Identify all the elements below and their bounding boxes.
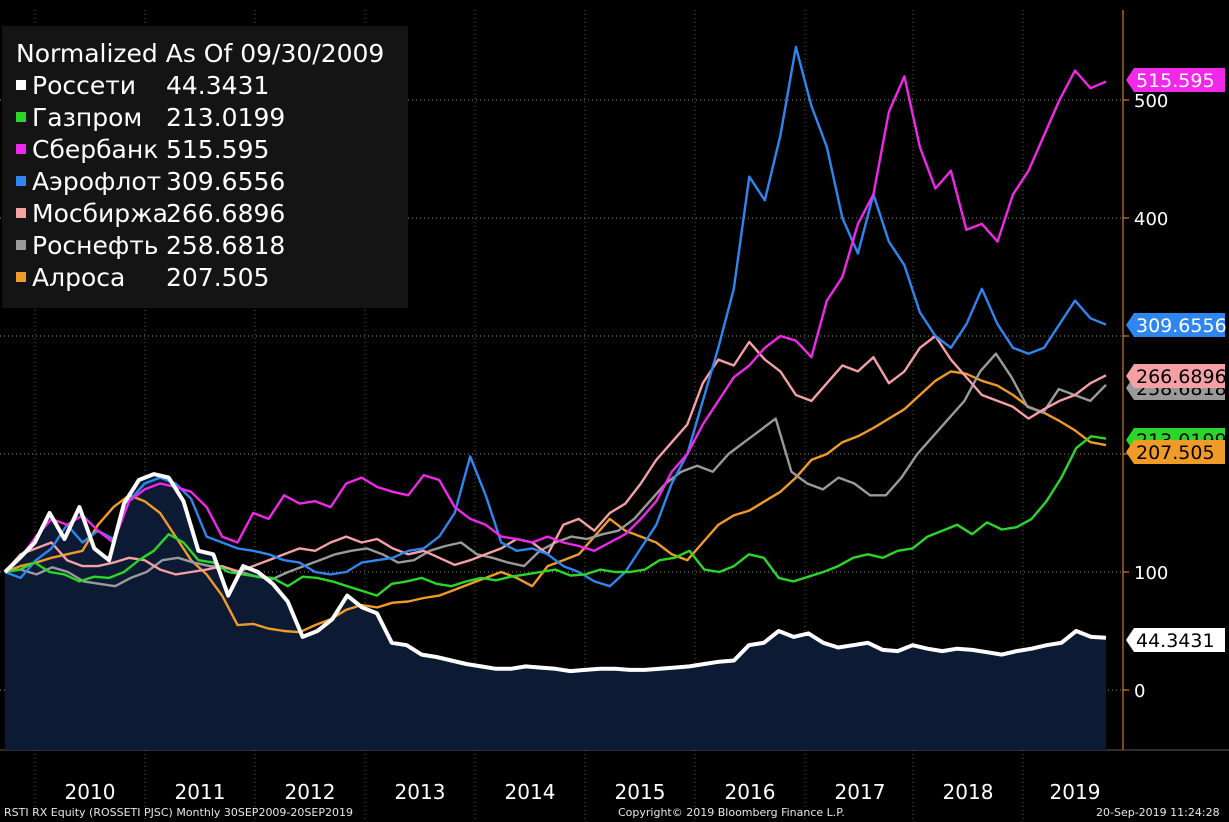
series-line-6: [4, 370, 1107, 634]
footer-copyright: Copyright© 2019 Bloomberg Finance L.P.: [618, 806, 845, 819]
y-tick-label: 0: [1134, 681, 1145, 702]
x-tick-label: 2014: [505, 780, 556, 804]
chart-title: Normalized As Of 09/30/2009: [16, 39, 385, 68]
legend-series-name: Сбербанк: [32, 135, 159, 164]
series-line-2: [4, 69, 1107, 573]
value-tag: 309.6556: [1126, 313, 1227, 337]
legend-item: Сбербанк 515.595: [2, 134, 408, 166]
legend-swatch: [16, 176, 26, 186]
legend-series-value: 44.3431: [166, 71, 270, 100]
footer-security: RSTI RX Equity (ROSSETI PJSC) Monthly 30…: [4, 806, 353, 819]
value-tag-bg: [1126, 313, 1225, 337]
legend-series-name: Роснефть: [32, 231, 159, 260]
footer-timestamp: 20-Sep-2019 11:24:28: [1096, 806, 1220, 819]
value-tag-bg: [1126, 628, 1225, 652]
y-tick-label: 400: [1134, 209, 1168, 230]
legend-swatch: [16, 272, 26, 282]
legend-series-name: Газпром: [32, 103, 143, 132]
legend-series-value: 258.6818: [166, 231, 286, 260]
legend-swatch: [16, 144, 26, 154]
legend-item: Газпром 213.0199: [2, 102, 408, 134]
legend-swatch: [16, 240, 26, 250]
legend-series-value: 266.6896: [166, 199, 286, 228]
x-tick-label: 2012: [285, 780, 336, 804]
series-line-3: [4, 45, 1107, 588]
value-tag: 266.6896: [1126, 364, 1227, 388]
x-tick-label: 2017: [835, 780, 886, 804]
legend-series-value: 207.505: [166, 263, 270, 292]
y-tick-label: 500: [1134, 91, 1168, 112]
series-line-0: [3, 472, 1107, 674]
value-tag-bg: [1126, 68, 1225, 92]
value-tag: 44.3431: [1126, 628, 1225, 652]
x-tick-label: 2015: [615, 780, 666, 804]
legend-item: Россети 44.3431: [2, 70, 408, 102]
x-tick-label: 2016: [725, 780, 776, 804]
x-tick-label: 2018: [943, 780, 994, 804]
value-tag-label: 207.505: [1136, 442, 1215, 464]
footer: RSTI RX Equity (ROSSETI PJSC) Monthly 30…: [0, 800, 1229, 822]
legend-series-value: 309.6556: [166, 167, 286, 196]
legend-series-value: 213.0199: [166, 103, 286, 132]
series-line-1: [4, 435, 1107, 597]
series-area-rosseti: [5, 474, 1106, 750]
legend-series-name: Мосбиржа: [32, 199, 168, 228]
value-tag: 207.505: [1126, 440, 1225, 464]
legend-swatch: [16, 80, 26, 90]
legend-swatch: [16, 112, 26, 122]
x-tick-label: 2011: [175, 780, 226, 804]
value-tag-label: 44.3431: [1136, 630, 1215, 652]
legend-item: Аэрофлот 309.6556: [2, 166, 408, 198]
legend-item: Роснефть 258.6818: [2, 230, 408, 262]
value-tag-label: 309.6556: [1136, 315, 1227, 337]
value-tag-bg: [1126, 364, 1225, 388]
legend: Normalized As Of 09/30/2009 Россети 44.34…: [2, 26, 408, 308]
value-tag-label: 266.6896: [1136, 366, 1227, 388]
value-tag: 515.595: [1126, 68, 1225, 92]
value-tag-label: 515.595: [1136, 70, 1215, 92]
legend-series-name: Россети: [32, 71, 137, 100]
x-tick-label: 2013: [395, 780, 446, 804]
y-tick-label: 100: [1134, 563, 1168, 584]
legend-series-name: Алроса: [32, 263, 126, 292]
value-tag-bg: [1126, 440, 1225, 464]
legend-item: Мосбиржа266.6896: [2, 198, 408, 230]
legend-series-name: Аэрофлот: [32, 167, 162, 196]
legend-swatch: [16, 208, 26, 218]
x-tick-label: 2010: [65, 780, 116, 804]
legend-item: Алроса 207.505: [2, 262, 408, 294]
x-tick-label: 2019: [1050, 780, 1101, 804]
series-line-5: [4, 352, 1107, 588]
legend-series-value: 515.595: [166, 135, 270, 164]
